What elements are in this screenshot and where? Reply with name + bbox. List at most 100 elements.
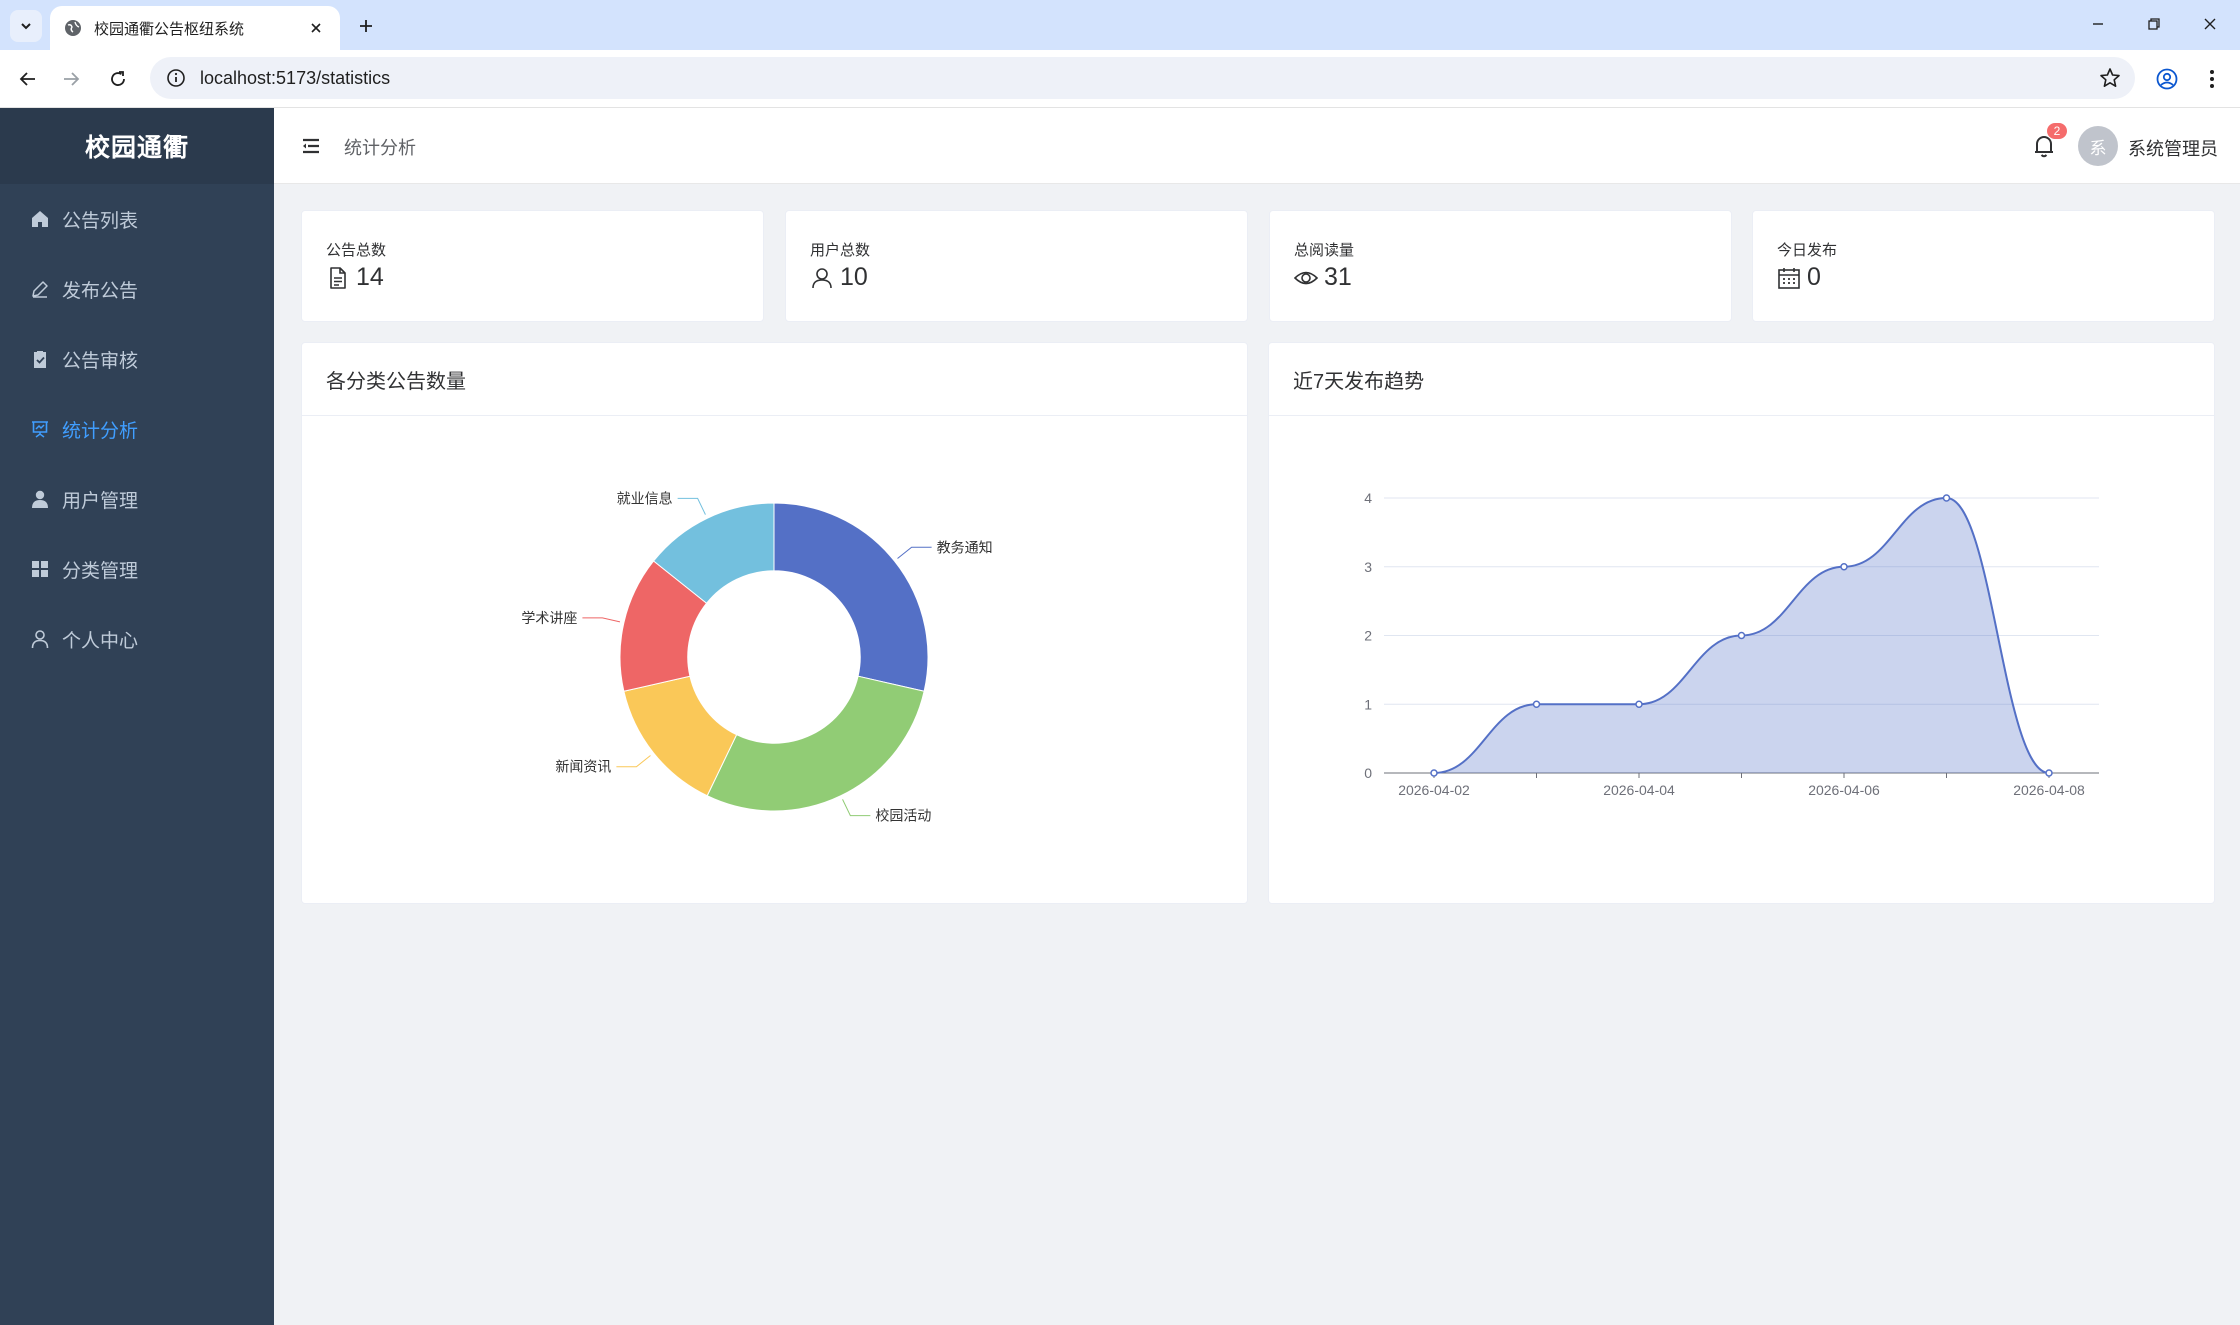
trend-point-5[interactable] bbox=[1942, 494, 1951, 502]
back-button[interactable] bbox=[12, 63, 44, 95]
bookmark-star-icon[interactable] bbox=[2099, 67, 2121, 89]
browser-tab[interactable]: 校园通衢公告枢纽系统 bbox=[50, 6, 340, 50]
trend-area-chart: 0 1 2 3 4 2026-04-02 2026-04-04 2026-04-06 2026-… bbox=[1364, 490, 2099, 798]
avatar[interactable]: 系 bbox=[2078, 126, 2118, 166]
sidebar-item-2[interactable]: 公告审核 bbox=[0, 324, 274, 394]
pie-label-line bbox=[677, 497, 706, 515]
trend-point-1[interactable] bbox=[1532, 700, 1541, 708]
trend-point-3[interactable] bbox=[1737, 631, 1746, 640]
sidebar-item-label: 分类管理 bbox=[62, 560, 139, 582]
stat-value: 14 bbox=[356, 263, 384, 291]
close-tab-icon[interactable] bbox=[306, 18, 326, 38]
stat-value: 10 bbox=[840, 263, 868, 291]
close-window-button[interactable] bbox=[2190, 8, 2230, 40]
forward-button[interactable] bbox=[55, 63, 87, 95]
stat-value: 31 bbox=[1324, 263, 1352, 291]
trend-chart-card: 近7天发布趋势 0 1 2 3 4 2026-04-02 2026-04-04 2026-04… bbox=[1268, 342, 2215, 904]
x-tick-label: 2026-04-06 bbox=[1808, 782, 1880, 798]
stat-card-announcements: 公告总数 14 bbox=[301, 210, 764, 322]
category-chart-card: 各分类公告数量 教务通知 校园活动 新闻资讯 学术讲座 就业信息 bbox=[301, 342, 1248, 904]
home-icon bbox=[30, 209, 50, 229]
restore-button[interactable] bbox=[2134, 8, 2174, 40]
stat-label: 总阅读量 bbox=[1294, 242, 1355, 259]
pie-label-line bbox=[897, 546, 932, 559]
pie-label-line bbox=[582, 617, 621, 623]
app-header: 统计分析 2 系 系统管理员 bbox=[274, 108, 2240, 184]
browser-menu-button[interactable] bbox=[2198, 64, 2226, 94]
site-info-icon[interactable] bbox=[166, 68, 186, 88]
user-outline-icon bbox=[30, 629, 50, 649]
x-tick-label: 2026-04-08 bbox=[2013, 782, 2085, 798]
sidebar-item-4[interactable]: 用户管理 bbox=[0, 464, 274, 534]
stat-card-reads: 总阅读量 31 bbox=[1269, 210, 1732, 322]
trend-point-4[interactable] bbox=[1840, 563, 1848, 571]
x-tick-label: 2026-04-04 bbox=[1603, 782, 1675, 798]
calendar-icon bbox=[1778, 267, 1800, 289]
arrow-left-icon bbox=[19, 72, 35, 86]
fold-menu-icon[interactable] bbox=[300, 135, 322, 157]
sidebar-item-3[interactable]: 统计分析 bbox=[0, 394, 274, 464]
sidebar-item-label: 公告审核 bbox=[62, 350, 139, 372]
pie-label: 学术讲座 bbox=[521, 610, 577, 626]
grid-icon bbox=[30, 559, 50, 579]
sidebar-item-0[interactable]: 公告列表 bbox=[0, 184, 274, 254]
sidebar-item-6[interactable]: 个人中心 bbox=[0, 604, 274, 674]
sidebar: 校园通衢 公告列表发布公告公告审核统计分析用户管理分类管理个人中心 bbox=[0, 108, 274, 1325]
x-tick-label: 2026-04-02 bbox=[1398, 782, 1470, 798]
url-text[interactable]: localhost:5173/statistics bbox=[200, 67, 391, 88]
pie-label-line bbox=[842, 799, 871, 817]
pie-label-line bbox=[616, 755, 651, 768]
tab-title: 校园通衢公告枢纽系统 bbox=[94, 20, 245, 38]
clipboard-check-icon bbox=[30, 349, 50, 369]
pie-slice-4[interactable] bbox=[652, 502, 775, 604]
restore-icon bbox=[2148, 18, 2160, 30]
close-icon bbox=[2204, 18, 2216, 30]
stat-label: 用户总数 bbox=[810, 242, 871, 259]
pie-label: 校园活动 bbox=[875, 808, 931, 824]
address-bar[interactable]: localhost:5173/statistics bbox=[150, 57, 2135, 99]
pie-slice-1[interactable] bbox=[706, 675, 925, 812]
pie-slice-0[interactable] bbox=[773, 502, 929, 692]
sidebar-item-label: 统计分析 bbox=[62, 420, 139, 442]
sidebar-item-label: 个人中心 bbox=[62, 630, 139, 652]
category-chart-title: 各分类公告数量 bbox=[302, 343, 1247, 416]
sidebar-menu: 公告列表发布公告公告审核统计分析用户管理分类管理个人中心 bbox=[0, 184, 274, 674]
profile-icon bbox=[2156, 68, 2178, 90]
eye-icon bbox=[1294, 271, 1318, 284]
trend-point-2[interactable] bbox=[1635, 700, 1643, 708]
y-tick-label: 4 bbox=[1364, 490, 1372, 506]
profile-button[interactable] bbox=[2152, 64, 2182, 94]
stat-card-today: 今日发布 0 bbox=[1752, 210, 2215, 322]
edit-icon bbox=[30, 279, 50, 299]
username[interactable]: 系统管理员 bbox=[2128, 139, 2218, 159]
reload-button[interactable] bbox=[102, 63, 134, 95]
more-vertical-icon bbox=[2210, 70, 2214, 88]
trend-chart-title: 近7天发布趋势 bbox=[1269, 343, 2214, 416]
trend-point-0[interactable] bbox=[1430, 769, 1438, 777]
sidebar-item-label: 用户管理 bbox=[62, 490, 139, 512]
stat-value: 0 bbox=[1807, 263, 1821, 291]
y-tick-label: 3 bbox=[1364, 559, 1372, 575]
new-tab-button[interactable] bbox=[352, 12, 380, 40]
document-icon bbox=[330, 266, 346, 289]
y-tick-label: 2 bbox=[1364, 628, 1372, 644]
app-logo: 校园通衢 bbox=[0, 108, 274, 184]
stat-label: 今日发布 bbox=[1777, 242, 1838, 259]
breadcrumb: 统计分析 bbox=[344, 138, 416, 158]
tab-search-button[interactable] bbox=[10, 10, 42, 42]
trend-point-6[interactable] bbox=[2045, 769, 2053, 777]
pie-label: 就业信息 bbox=[617, 490, 673, 506]
globe-icon bbox=[65, 20, 81, 36]
minimize-button[interactable] bbox=[2078, 8, 2118, 40]
stat-card-users: 用户总数 10 bbox=[785, 210, 1248, 322]
notification-badge: 2 bbox=[2046, 122, 2068, 140]
sidebar-item-5[interactable]: 分类管理 bbox=[0, 534, 274, 604]
stat-label: 公告总数 bbox=[326, 242, 387, 259]
bell-icon[interactable] bbox=[2030, 132, 2058, 160]
y-tick-label: 1 bbox=[1364, 696, 1372, 712]
sidebar-item-1[interactable]: 发布公告 bbox=[0, 254, 274, 324]
sidebar-item-label: 公告列表 bbox=[62, 210, 139, 232]
sidebar-item-label: 发布公告 bbox=[62, 280, 139, 302]
browser-tabstrip: 校园通衢公告枢纽系统 bbox=[0, 0, 2240, 50]
